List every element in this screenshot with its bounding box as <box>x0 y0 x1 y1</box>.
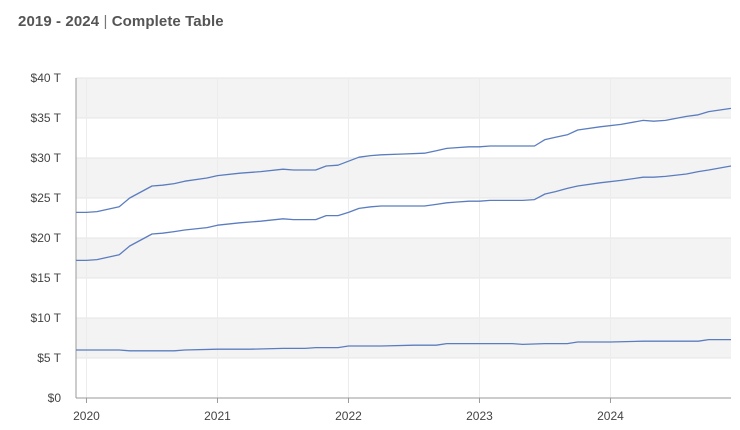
title-range: 2019 - 2024 <box>18 13 100 30</box>
y-axis-ticks: $0 $5 T $10 T $15 T $20 T $25 T $30 T $35 T $40 … <box>31 71 62 405</box>
y-tick-label: $40 T <box>31 71 62 85</box>
x-tick-label: 2023 <box>466 409 493 423</box>
y-tick-label: $35 T <box>31 111 62 125</box>
y-tick-label: $0 <box>48 391 62 405</box>
y-tick-label: $30 T <box>31 151 62 165</box>
series-line-1 <box>76 107 732 214</box>
chart-title: 2019 - 2024 | Complete Table <box>18 13 224 30</box>
series-line-3 <box>76 338 731 352</box>
series-lines <box>76 107 732 352</box>
y-tick-label: $5 T <box>37 351 61 365</box>
gridlines <box>75 77 731 399</box>
background-band <box>76 238 731 278</box>
y-tick-label: $20 T <box>31 231 62 245</box>
y-tick-label: $25 T <box>31 191 62 205</box>
y-tick-label: $15 T <box>31 271 62 285</box>
y-tick-label: $10 T <box>31 311 62 325</box>
background-band <box>76 158 731 198</box>
title-subtitle: Complete Table <box>111 13 224 30</box>
x-tick-label: 2021 <box>204 409 231 423</box>
x-tick-label: 2024 <box>597 409 624 423</box>
x-axis-ticks: 2020 2021 2022 2023 2024 <box>73 398 624 423</box>
x-tick-label: 2020 <box>73 409 100 423</box>
title-separator: | <box>103 13 108 30</box>
background-bands <box>76 78 731 358</box>
background-band <box>76 78 731 118</box>
x-tick-label: 2022 <box>335 409 362 423</box>
series-line-2 <box>76 165 732 262</box>
background-band <box>76 318 731 358</box>
